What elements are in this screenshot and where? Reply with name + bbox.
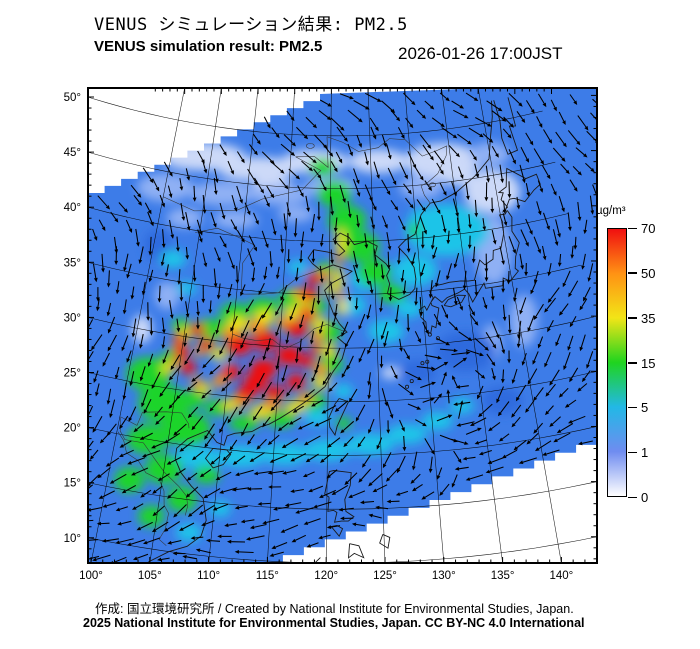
no-data-region-se — [262, 437, 597, 563]
credit-line: 作成: 国立環境研究所 / Created by National Instit… — [95, 602, 574, 616]
colorbar-tick-label: 35 — [641, 310, 656, 326]
timestamp-label: 2026-01-26 17:00JST — [398, 44, 563, 63]
colorbar-unit-label: µg/m³ — [596, 205, 626, 217]
svg-text:45°: 45° — [64, 147, 81, 159]
colorbar-tick-label: 15 — [641, 355, 656, 371]
colorbar-tick-label: 0 — [641, 490, 649, 505]
svg-text:125°: 125° — [373, 570, 397, 582]
borders — [117, 136, 447, 546]
svg-text:140°: 140° — [550, 570, 574, 582]
axis-labels: 100° 105° 110° 115° 120° 125° 130° 135° 140° 50° 4… — [64, 92, 574, 582]
svg-text:105°: 105° — [138, 570, 162, 582]
colorbar-tick — [628, 227, 637, 229]
colorbar-tick — [628, 406, 637, 409]
colorbar-tick — [628, 496, 637, 498]
colorbar-tick — [628, 272, 637, 274]
svg-text:100°: 100° — [79, 570, 103, 582]
svg-text:135°: 135° — [491, 570, 515, 582]
svg-text:20°: 20° — [64, 423, 81, 435]
svg-text:110°: 110° — [197, 570, 220, 582]
svg-text:35°: 35° — [64, 257, 81, 269]
svg-text:40°: 40° — [64, 202, 81, 214]
svg-text:130°: 130° — [432, 570, 456, 582]
svg-text:115°: 115° — [256, 570, 279, 582]
colorbar-tick — [628, 317, 637, 319]
page-title-english: VENUS simulation result: PM2.5 — [94, 38, 323, 55]
colorbar — [607, 228, 627, 497]
colorbar-tick — [628, 451, 637, 454]
map-layers — [88, 88, 597, 563]
svg-text:25°: 25° — [64, 368, 81, 380]
graticule — [88, 88, 597, 563]
svg-text:30°: 30° — [64, 312, 81, 324]
colorbar-tick-label: 50 — [641, 265, 656, 281]
map-frame — [87, 87, 598, 564]
no-data-region-nw — [88, 88, 460, 193]
svg-text:120°: 120° — [314, 570, 338, 582]
svg-text:15°: 15° — [64, 478, 81, 490]
colorbar-tick-label: 5 — [641, 400, 649, 416]
colorbar-tick — [628, 362, 637, 364]
license-line: 2025 National Institute for Environmenta… — [83, 616, 585, 630]
colorbar-tick-label: 70 — [641, 221, 656, 236]
coastlines — [147, 97, 541, 563]
svg-text:50°: 50° — [64, 92, 81, 104]
svg-text:10°: 10° — [64, 533, 81, 545]
page-title-japanese: VENUS シミュレーション結果: PM2.5 — [94, 15, 408, 35]
wind-arrows — [88, 92, 597, 563]
colorbar-tick-label: 1 — [641, 445, 649, 461]
